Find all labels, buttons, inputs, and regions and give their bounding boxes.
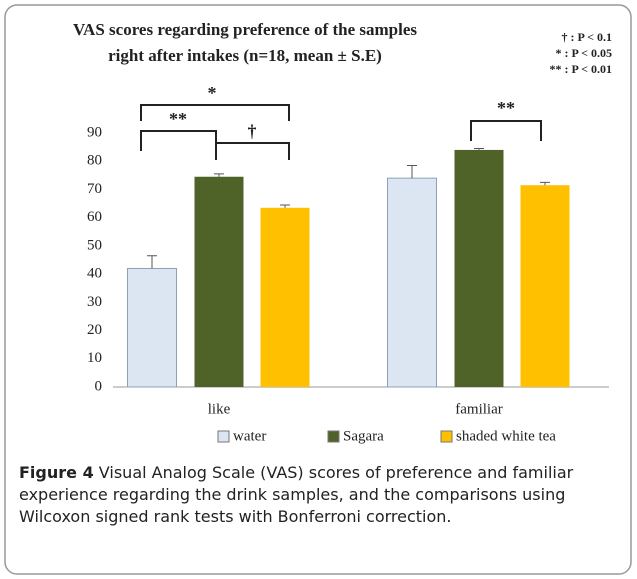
caption: Figure 4 Visual Analog Scale (VAS) score…	[19, 462, 619, 528]
bar	[520, 185, 570, 387]
chart-title: right after intakes (n=18, mean ± S.E)	[108, 46, 382, 65]
error-bar	[407, 164, 417, 179]
error-bar	[540, 181, 550, 186]
y-tick-label: 40	[87, 266, 102, 282]
bar	[260, 207, 310, 387]
y-tick-label: 20	[87, 322, 102, 338]
legend-label: water	[233, 428, 266, 444]
caption-text: Visual Analog Scale (VAS) scores of pref…	[19, 463, 574, 526]
y-tick-label: 0	[95, 378, 103, 394]
legend-swatch	[440, 430, 453, 443]
significance-key: ** : P < 0.01	[549, 62, 612, 76]
caption-label: Figure 4	[19, 463, 94, 482]
error-bar	[280, 204, 290, 208]
y-tick-label: 70	[87, 181, 102, 197]
bar	[194, 176, 244, 387]
legend-swatch	[327, 430, 340, 443]
bar	[127, 267, 177, 388]
legend-swatch	[217, 430, 230, 443]
y-tick-label: 80	[87, 153, 102, 169]
y-tick-label: 60	[87, 209, 102, 225]
significance-key: † : P < 0.1	[561, 30, 612, 44]
y-tick-label: 30	[87, 294, 102, 310]
significance-label: *	[208, 83, 217, 103]
significance-label: **	[497, 98, 515, 118]
significance-label: †	[248, 121, 257, 141]
significance-bracket	[470, 120, 542, 141]
y-tick-label: 50	[87, 237, 102, 253]
y-tick-label: 90	[87, 124, 102, 140]
significance-bracket	[140, 104, 290, 121]
frame	[4, 4, 632, 575]
bar	[387, 177, 437, 388]
x-tick-label: like	[208, 401, 231, 417]
legend-label: Sagara	[343, 428, 384, 444]
significance-key: * : P < 0.05	[555, 46, 612, 60]
significance-bracket	[215, 142, 290, 160]
significance-bracket	[140, 130, 217, 151]
bar	[454, 149, 504, 387]
significance-label: **	[169, 109, 187, 129]
error-bar	[214, 173, 224, 177]
error-bar	[474, 148, 484, 150]
chart-title: VAS scores regarding preference of the s…	[73, 20, 417, 39]
x-tick-label: familiar	[455, 401, 502, 417]
legend-label: shaded white tea	[456, 428, 556, 444]
error-bar	[147, 255, 157, 269]
y-tick-label: 10	[87, 350, 102, 366]
